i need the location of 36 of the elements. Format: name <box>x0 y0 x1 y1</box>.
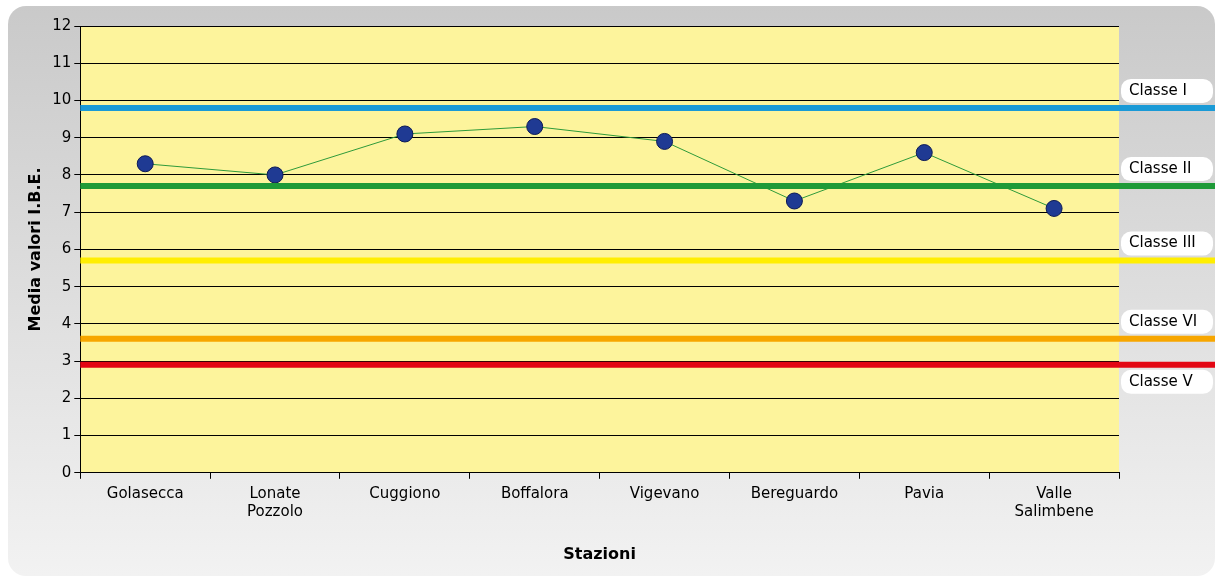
x-tick-label: Vigevano <box>629 483 700 502</box>
point <box>915 144 933 162</box>
y-tick-label: 8 <box>61 164 72 183</box>
y-tick-label: 7 <box>61 202 72 221</box>
point <box>136 155 154 173</box>
y-tick-label: 12 <box>52 15 72 34</box>
y-tick-label: 1 <box>61 425 72 444</box>
y-tick-label: 4 <box>61 313 72 332</box>
x-tick-label: Valle Salimbene <box>1014 483 1094 520</box>
x-tick-label: Cuggiono <box>369 483 441 502</box>
y-tick-label: 10 <box>52 90 72 109</box>
y-tick-label: 6 <box>61 239 72 258</box>
point <box>1045 199 1063 217</box>
y-tick-label: 9 <box>61 127 72 146</box>
point <box>656 132 674 150</box>
point <box>396 125 414 143</box>
x-tick-label: Lonate Pozzolo <box>247 483 304 520</box>
ref-line-label: Classe III <box>1129 233 1196 252</box>
y-tick-label: 11 <box>52 53 72 72</box>
x-tick-label: Boffalora <box>500 483 569 502</box>
point <box>526 118 544 136</box>
point <box>266 166 284 184</box>
x-axis-title: Stazioni <box>563 543 636 563</box>
ref-line-label: Classe V <box>1129 371 1194 390</box>
ref-line-label: Classe II <box>1129 158 1192 177</box>
point <box>785 192 803 210</box>
y-axis-title: Media valori I.B.E. <box>24 167 44 332</box>
x-tick-label: Bereguardo <box>750 483 839 502</box>
ref-line-label: Classe VI <box>1129 311 1198 330</box>
x-tick-label: Golasecca <box>106 483 184 502</box>
y-tick-label: 3 <box>61 350 72 369</box>
y-tick-label: 0 <box>61 462 72 481</box>
y-tick-label: 5 <box>61 276 72 295</box>
y-tick-label: 2 <box>61 388 72 407</box>
ref-line-label: Classe I <box>1129 80 1187 99</box>
x-tick-label: Pavia <box>904 483 945 502</box>
